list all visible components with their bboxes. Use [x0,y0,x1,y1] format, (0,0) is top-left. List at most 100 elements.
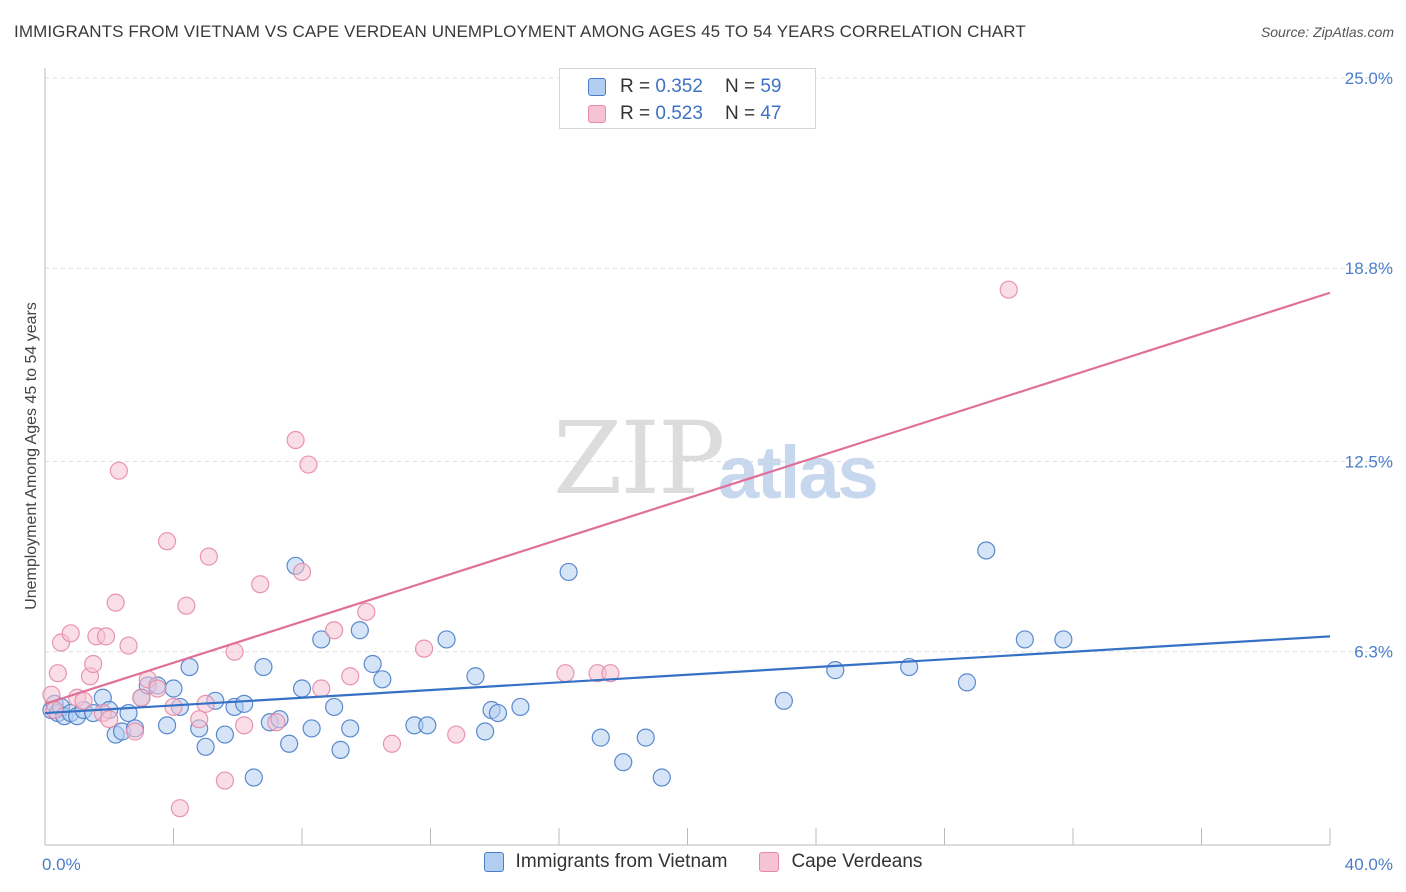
y-tick-label: 6.3% [1354,643,1393,662]
vietnam-point [157,716,177,735]
vietnam-point [341,719,360,738]
vietnam-point [559,562,578,582]
cape-verdean-point [414,639,434,658]
cape-verdean-point [109,461,128,480]
vietnam-point [164,679,183,698]
chart-title: IMMIGRANTS FROM VIETNAM VS CAPE VERDEAN … [14,22,1026,41]
vietnam-point [614,753,633,772]
cape-verdean-point [601,664,620,683]
legend-item-vietnam: Immigrants from Vietnam [483,851,728,873]
cape-verdean-point [199,547,218,566]
y-tick-label: 18.8% [1345,259,1393,278]
vietnam-point [476,722,495,741]
vietnam-point [280,734,299,753]
legend-n-label: N = [724,103,756,124]
y-tick-label: 12.5% [1345,453,1393,472]
vietnam-point [254,657,273,677]
trend-lines [44,291,1331,715]
vietnam-point [196,737,215,756]
vietnam-point [235,694,254,713]
vietnam-point [652,768,671,787]
legend-r-label: R = [620,103,651,124]
legend-n-value: 59 [760,76,782,97]
cape-verdean-point [286,430,305,450]
vietnam-point [373,670,392,689]
cape-verdean-point [106,593,125,612]
legend-n-value: 47 [760,103,782,124]
cape-verdean-point [96,627,116,646]
vietnam-point [826,661,845,680]
vietnam-point [292,679,312,698]
cape-verdean-point [299,455,318,474]
legend-swatch-cape-verdean [759,852,780,872]
vietnam-point [331,740,350,759]
cape-verdean-point [84,654,103,674]
cape-verdean-point [164,697,183,717]
cape-verdean-point [556,664,575,683]
legend-row-cape-verdean: R = 0.523 N = 47 [588,102,781,126]
x-tick-label: 40.0% [1345,855,1393,874]
vietnam-point [488,703,508,723]
legend-swatch-vietnam [588,78,606,96]
vietnam-point [591,728,610,747]
legend-n-label: N = [724,76,756,97]
legend-swatch-vietnam [483,852,504,872]
cape-verdean-point [325,621,344,640]
vietnam-point [312,630,331,649]
vietnam-point [325,697,344,717]
watermark-zip: ZIP [553,400,725,517]
cape-verdean-point [119,636,138,655]
vietnam-point [1015,630,1034,649]
y-tick-label: 25.0% [1345,69,1393,88]
legend-row-vietnam: R = 0.352 N = 59 [588,75,781,99]
vietnam-point [977,541,996,560]
cape-verdean-point [148,679,167,698]
vietnam-point [215,725,234,744]
y-axis-label: Unemployment Among Ages 45 to 54 years [23,302,40,610]
legend-label-vietnam: Immigrants from Vietnam [515,851,728,872]
cape-verdean-point [74,691,93,710]
cape-verdean-point [235,716,254,735]
cape-verdean-trend-line [44,291,1331,705]
grid-lines [45,77,1392,653]
cape-verdean-point [357,602,376,621]
cape-verdean-point [312,679,331,698]
cape-verdean-point [382,734,402,753]
vietnam-point [302,719,321,738]
vietnam-point [636,728,655,747]
series-legend: Immigrants from Vietnam Cape Verdeans [0,851,1406,873]
cape-verdean-point [267,713,286,732]
vietnam-point [418,716,437,735]
axis-labels: 6.3% 12.5% 18.8% 25.0% 0.0% 40.0% Unemployment… [23,69,1393,874]
cape-verdean-point [157,532,177,551]
cape-verdean-point [447,725,466,744]
cape-verdean-point [177,596,196,615]
legend-r-value: 0.523 [655,103,703,124]
cape-verdean-point [48,664,67,683]
cape-verdean-point [251,575,270,594]
cape-verdean-point [341,667,360,686]
cape-verdean-point [170,799,190,818]
vietnam-point [466,667,485,686]
cape-verdean-point [132,688,151,707]
vietnam-point [511,697,530,717]
cape-verdean-point [61,624,80,643]
cape-verdean-point [999,280,1018,299]
vietnam-point [350,621,369,640]
series-cape-verdean-points [42,105,1018,818]
legend-r-value: 0.352 [655,76,703,97]
legend-swatch-cape-verdean [588,105,606,123]
series-vietnam-points [42,541,1073,787]
legend-r-label: R = [620,76,651,97]
cape-verdean-point [100,710,119,729]
legend-label-cape-verdean: Cape Verdeans [791,851,923,872]
cape-verdean-point [292,562,312,582]
vietnam-point [774,691,793,710]
vietnam-point [180,657,199,677]
cape-verdean-point [215,771,234,790]
vietnam-point [363,654,382,674]
vietnam-point [244,768,263,787]
legend-item-cape-verdean: Cape Verdeans [759,851,922,873]
cape-verdean-point [45,700,64,720]
